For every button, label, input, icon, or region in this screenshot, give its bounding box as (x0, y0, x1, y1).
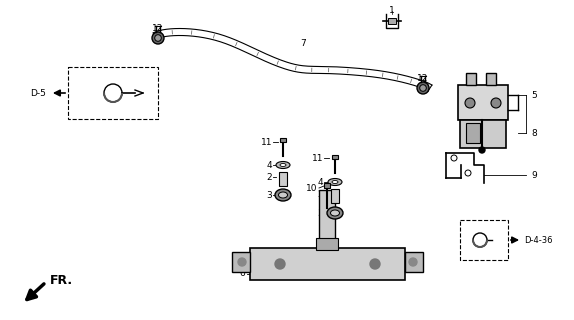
Text: FR.: FR. (50, 274, 73, 286)
Text: 12: 12 (152, 23, 164, 33)
Ellipse shape (276, 162, 290, 169)
Text: 10: 10 (305, 183, 317, 193)
Text: 6: 6 (239, 269, 245, 278)
Bar (232, 252, 250, 272)
Ellipse shape (328, 179, 342, 186)
Text: 11: 11 (261, 138, 272, 147)
Bar (466, 123, 480, 143)
Circle shape (417, 82, 429, 94)
Bar (460, 120, 506, 148)
Bar (331, 189, 339, 203)
Text: 11: 11 (312, 154, 323, 163)
Text: 7: 7 (300, 38, 306, 47)
Bar (388, 18, 396, 24)
Bar (68, 67, 158, 119)
Circle shape (152, 32, 164, 44)
Text: 1: 1 (389, 5, 395, 14)
Text: 8: 8 (531, 129, 537, 138)
Circle shape (275, 259, 285, 269)
Text: 4: 4 (266, 161, 272, 170)
Text: D-4-36: D-4-36 (524, 236, 553, 244)
Circle shape (370, 259, 380, 269)
Bar (319, 190, 335, 250)
Circle shape (238, 258, 246, 266)
Polygon shape (153, 28, 432, 91)
Bar (486, 73, 496, 85)
Text: 4: 4 (317, 178, 323, 187)
Bar (458, 85, 508, 120)
Ellipse shape (327, 207, 343, 219)
Text: 12: 12 (417, 74, 429, 83)
Bar (405, 252, 423, 272)
Text: 9: 9 (531, 171, 537, 180)
Circle shape (465, 98, 475, 108)
Bar (460, 220, 508, 260)
Bar (250, 248, 405, 280)
Bar (466, 73, 476, 85)
Ellipse shape (332, 180, 338, 183)
Circle shape (465, 170, 471, 176)
Bar (332, 155, 338, 159)
Bar (316, 238, 338, 250)
Text: 2: 2 (266, 172, 272, 181)
Circle shape (491, 98, 501, 108)
Text: 5: 5 (531, 91, 537, 100)
Text: D-5: D-5 (30, 89, 46, 98)
Bar (324, 183, 330, 188)
Ellipse shape (278, 192, 288, 198)
Bar (279, 172, 287, 186)
Text: 3: 3 (266, 190, 272, 199)
Circle shape (451, 155, 457, 161)
Circle shape (155, 35, 161, 41)
Circle shape (479, 147, 485, 153)
Ellipse shape (331, 210, 339, 216)
Text: 3: 3 (317, 209, 323, 218)
Circle shape (409, 258, 417, 266)
Ellipse shape (275, 189, 291, 201)
Ellipse shape (280, 164, 286, 166)
Circle shape (420, 85, 426, 91)
Text: 2: 2 (317, 189, 323, 198)
Bar (280, 138, 286, 142)
